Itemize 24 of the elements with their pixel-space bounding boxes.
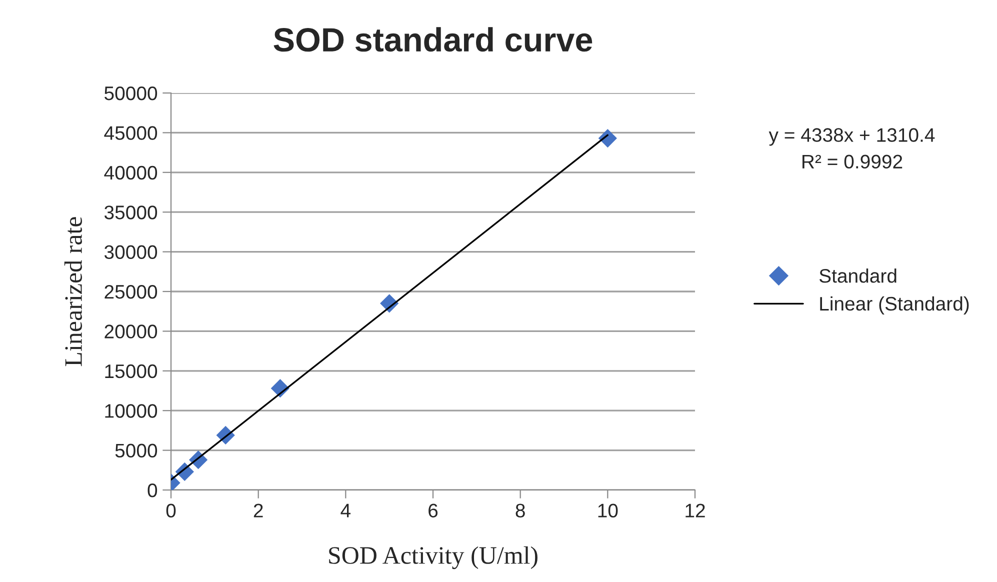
- x-tick-label: 6: [428, 504, 438, 518]
- y-tick-label: 30000: [104, 245, 158, 260]
- x-axis-title: SOD Activity (U/ml): [329, 546, 538, 570]
- y-tick-label: 40000: [104, 166, 158, 180]
- y-tick-label: 5000: [115, 444, 158, 458]
- x-tick-label: 2: [254, 504, 263, 518]
- y-tick-label: 10000: [105, 404, 158, 418]
- x-tick-label: 12: [686, 504, 705, 518]
- chart-title: SOD standard curve: [274, 27, 592, 52]
- x-tick-label: 8: [516, 504, 525, 518]
- y-tick-label: 50000: [104, 86, 158, 100]
- x-tick-label: 10: [598, 504, 618, 518]
- y-tick-label: 0: [148, 483, 158, 498]
- text: y = 4338x + 1310.4 R² = 0.9992: [768, 128, 935, 169]
- legend-label: Standard: [819, 268, 896, 283]
- y-tick-label: 15000: [105, 364, 158, 378]
- legend-label: Linear (Standard): [820, 296, 969, 314]
- y-tick-label: 20000: [104, 324, 158, 338]
- x-tick-label: 0: [166, 504, 176, 518]
- y-tick-label: 25000: [104, 284, 158, 299]
- y-axis-title: Linearized rate: [64, 217, 82, 366]
- x-tick-label: 4: [340, 504, 351, 518]
- y-tick-label: 45000: [104, 126, 158, 140]
- y-tick-label: 35000: [104, 206, 158, 220]
